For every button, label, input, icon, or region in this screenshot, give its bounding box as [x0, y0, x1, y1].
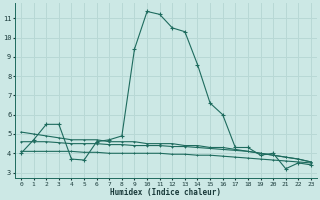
X-axis label: Humidex (Indice chaleur): Humidex (Indice chaleur)	[110, 188, 221, 197]
